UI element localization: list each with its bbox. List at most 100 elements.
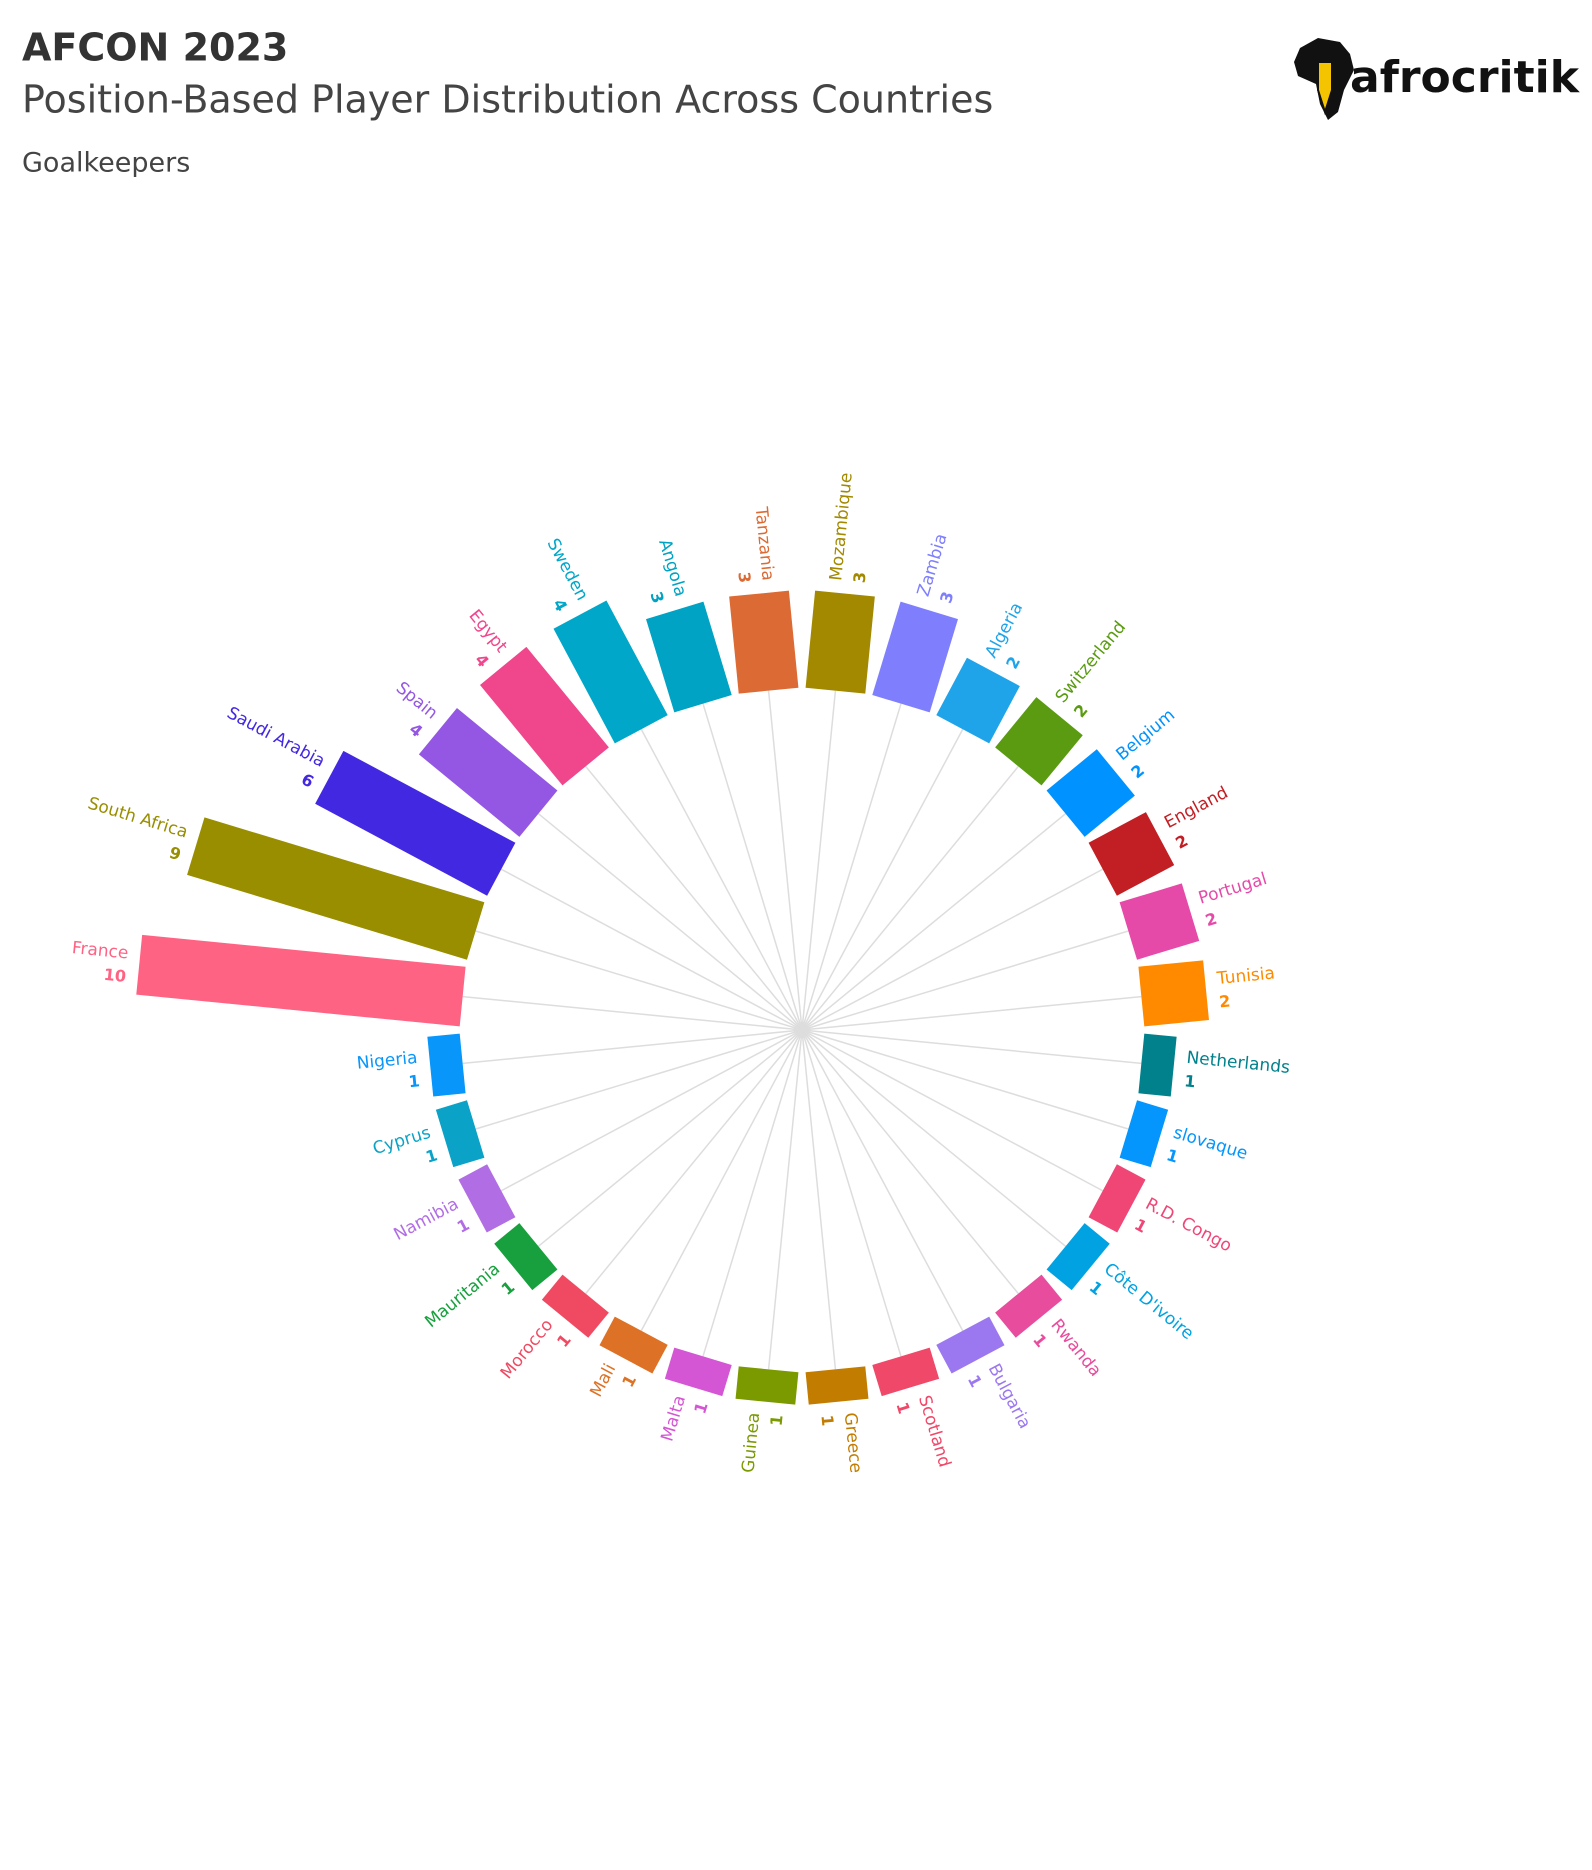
bar [805,1366,869,1405]
bar [418,708,558,837]
spokes [462,690,1142,1370]
category-label: Bulgaria [984,1361,1035,1433]
bar [553,600,668,744]
bar [480,646,609,786]
category-label: slovaque [1171,1123,1250,1164]
spoke [801,813,1067,1031]
spoke [500,1029,803,1192]
spoke [462,1029,803,1065]
spoke [801,930,1129,1031]
bar [187,817,485,960]
category-label: Scotland [914,1393,955,1470]
bar [1046,749,1135,837]
value-label: 1 [1183,1071,1196,1091]
bar [1138,960,1209,1027]
value-label: 3 [646,589,667,605]
spoke [767,1029,803,1370]
value-label: 6 [298,770,317,792]
category-label: Cyprus [371,1123,434,1159]
bar-label: Malta 1 [657,1393,711,1444]
spoke [801,728,964,1031]
bar [936,657,1020,744]
value-label: 10 [103,965,127,986]
bar [599,1316,668,1374]
spoke [640,728,803,1031]
bar [1088,1164,1146,1233]
bar [646,601,732,713]
bar [1119,1100,1169,1168]
bar [427,1033,466,1097]
spoke [500,868,803,1031]
category-label: Rwanda [1047,1315,1106,1380]
bar [458,1164,516,1233]
category-label: Côte D'ivoire [1100,1259,1197,1344]
value-label: 1 [1086,1277,1107,1299]
spoke [801,868,1104,1031]
category-label: Angola [654,537,690,599]
category-label: South Africa [85,793,190,842]
category-label: Guinea [738,1412,764,1474]
value-label: 9 [167,843,183,864]
category-label: Tunisia [1215,963,1276,989]
value-label: 1 [1131,1215,1150,1237]
value-label: 1 [423,1145,439,1166]
bar [494,1223,558,1291]
logo-text: afrocritik [1350,52,1581,103]
value-label: 4 [406,719,427,741]
value-label: 4 [549,596,571,615]
spoke [801,765,1019,1031]
bar [872,1347,940,1397]
category-label: Malta [657,1393,690,1444]
spoke [801,995,1142,1031]
value-label: 1 [618,1372,640,1391]
value-label: 1 [964,1372,986,1391]
spoke [801,1029,1104,1192]
bar [995,697,1083,786]
value-label: 1 [892,1400,913,1416]
category-label: Sweden [543,535,592,604]
bar [805,590,875,694]
value-label: 1 [1029,1330,1051,1351]
bar [136,934,466,1027]
category-label: France [71,938,129,963]
bar [664,1347,732,1397]
category-label: Morocco [497,1315,558,1383]
spoke [475,1029,803,1130]
value-label: 1 [553,1330,575,1351]
category-label: Mauritania [421,1259,504,1332]
bar [1088,812,1175,896]
value-label: 1 [408,1071,421,1091]
logo: afrocritik [1294,38,1581,120]
spoke [537,813,803,1031]
value-label: 2 [1127,760,1148,782]
category-label: Mali [586,1361,620,1401]
category-label: England [1161,783,1231,833]
chart-title: AFCON 2023 [22,26,288,70]
category-label: Namibia [391,1194,462,1245]
spoke [801,1029,1142,1065]
category-label: Zambia [914,531,952,599]
category-label: Egypt [464,606,511,657]
